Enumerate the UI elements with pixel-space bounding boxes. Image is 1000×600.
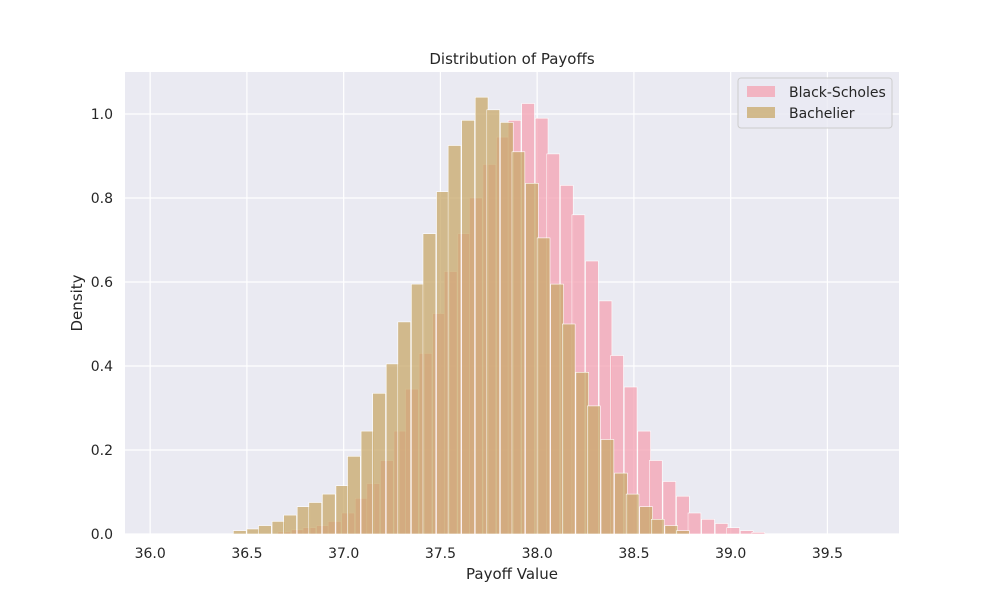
y-tick-label: 0.8 [91,191,113,207]
bar-bachelier [664,525,678,535]
bar-bachelier [271,521,286,535]
bar-bachelier [587,405,601,535]
bar-black-scholes [726,527,740,535]
bar-bachelier [296,506,311,535]
bar-black-scholes [740,530,754,535]
legend-label-bachelier: Bachelier [789,106,855,122]
y-tick-label: 1.0 [91,107,113,123]
bar-black-scholes [751,532,766,535]
legend-label-black-scholes: Black-Scholes [789,85,886,101]
legend: Black-Scholes Bachelier [737,77,893,129]
y-tick-label: 0.2 [91,443,113,459]
bar-bachelier [447,145,462,535]
bar-bachelier [347,455,361,535]
legend-swatch-bachelier [747,107,775,118]
bar-bachelier [486,109,500,535]
bar-bachelier [397,321,411,535]
bar-bachelier [575,371,589,535]
bar-bachelier [676,530,690,535]
chart-title: Distribution of Payoffs [429,50,594,68]
bar-bachelier [322,493,336,535]
bar-bachelier [474,96,489,535]
bar-bachelier [511,151,526,535]
bar-bachelier [639,506,653,535]
legend-box [737,77,893,129]
x-tick-label: 36.0 [135,546,166,562]
y-tick-label: 0.6 [91,275,113,291]
bar-bachelier [411,283,425,535]
bar-bachelier [372,392,386,535]
tick-layer: 36.0 36.5 37.0 37.5 38.0 38.5 39.0 39.5 0.0 0.2 0.… [91,107,843,562]
x-axis-title: Payoff Value [466,565,558,583]
bar-bachelier [562,323,576,535]
bar-bachelier [625,493,640,535]
bar-bachelier [614,472,628,535]
bar-black-scholes [701,518,715,535]
bar-bachelier [436,191,450,535]
bar-bachelier [258,525,272,535]
x-tick-label: 38.0 [522,546,553,562]
bar-bachelier [283,514,297,535]
bar-bachelier [461,120,475,535]
bar-bachelier [246,528,261,535]
y-tick-label: 0.4 [91,359,113,375]
y-axis-title: Density [68,274,86,331]
legend-swatch-black-scholes [747,86,775,97]
x-tick-label: 37.0 [328,546,359,562]
bar-black-scholes [714,523,729,535]
bar-bachelier [550,283,564,535]
bar-bachelier [335,485,350,535]
bar-black-scholes [687,512,702,535]
x-tick-label: 39.5 [812,546,843,562]
bars-layer [233,96,766,535]
bar-black-scholes [676,495,690,535]
y-tick-label: 0.0 [91,527,113,543]
x-tick-label: 37.5 [425,546,456,562]
bar-bachelier [500,122,514,535]
bar-bachelier [308,502,322,535]
x-tick-label: 36.5 [231,546,262,562]
bar-bachelier [525,183,539,535]
x-tick-label: 38.5 [618,546,649,562]
series-bachelier [233,96,690,535]
bar-bachelier [422,233,437,535]
bar-bachelier [651,518,665,535]
x-tick-label: 39.0 [715,546,746,562]
bar-bachelier [536,237,551,535]
bar-bachelier [385,363,400,535]
bar-bachelier [233,530,247,535]
bar-bachelier [360,430,375,535]
bar-bachelier [600,439,615,535]
